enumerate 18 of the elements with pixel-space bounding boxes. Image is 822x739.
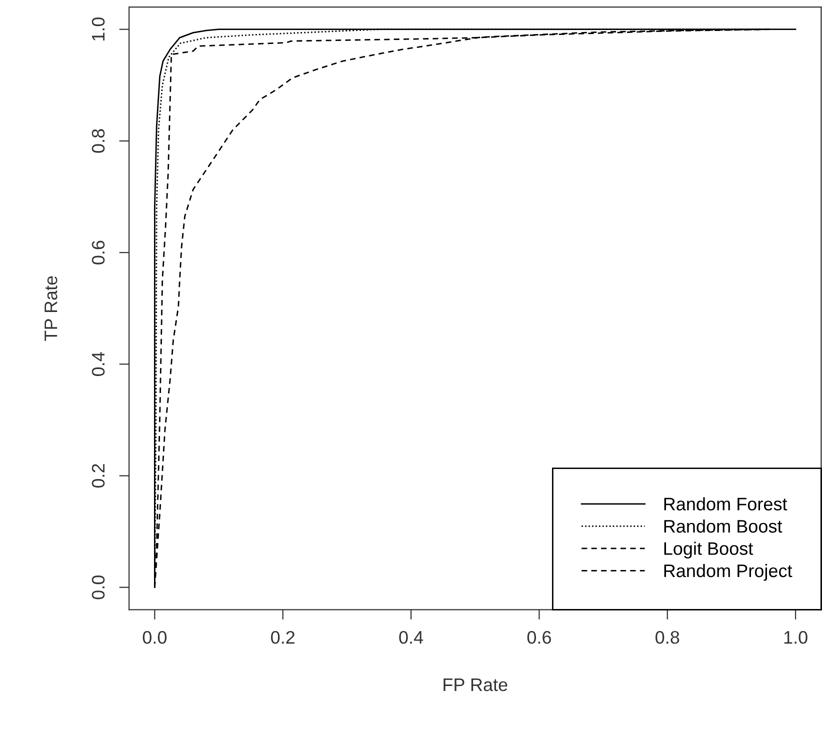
legend-label: Random Boost [664, 519, 782, 533]
x-tick-label: 0.8 [656, 630, 680, 644]
y-tick-label: 0.6 [92, 240, 105, 264]
y-axis-title: TP Rate [44, 276, 58, 341]
x-tick-label: 0.6 [527, 630, 551, 644]
x-tick-label: 1.0 [784, 630, 808, 644]
x-tick-label: 0.0 [142, 630, 167, 644]
legend-label: Logit Boost [664, 542, 754, 559]
y-tick-label: 0.2 [92, 464, 105, 488]
x-tick-label: 0.4 [399, 630, 424, 644]
legend-label: Random Project [664, 564, 792, 581]
x-axis-title: FP Rate [444, 678, 508, 692]
y-tick-label: 0.0 [92, 576, 105, 600]
y-tick-label: 0.4 [92, 352, 105, 376]
legend-label: Random Forest [664, 497, 788, 510]
y-tick-label: 0.8 [92, 129, 105, 153]
x-tick-label: 0.2 [271, 630, 295, 644]
y-tick-label: 1.0 [92, 17, 105, 41]
